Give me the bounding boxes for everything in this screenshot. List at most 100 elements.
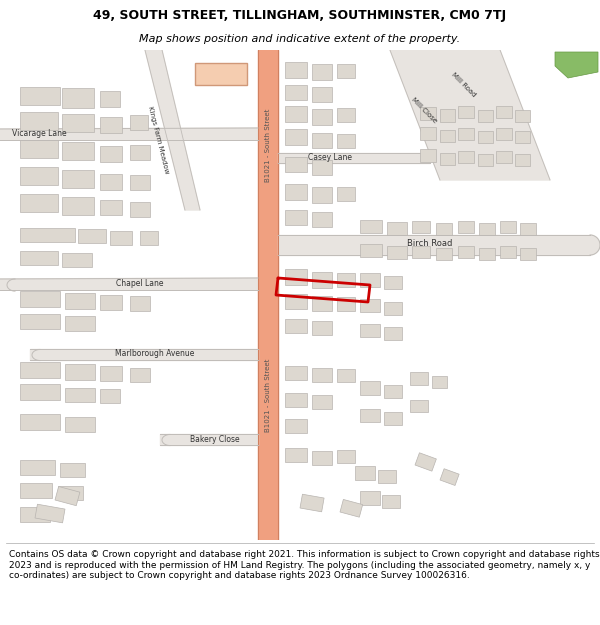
Bar [285, 106, 307, 122]
Text: Marlborough Avenue: Marlborough Avenue [115, 349, 194, 359]
Bar [285, 294, 307, 309]
Polygon shape [590, 235, 600, 255]
Bar [20, 483, 52, 498]
Bar [360, 491, 380, 505]
Bar [285, 85, 307, 100]
Bar [312, 296, 332, 311]
Bar [478, 154, 493, 166]
Bar [285, 62, 307, 78]
Bar [384, 302, 402, 315]
Bar [312, 160, 332, 175]
Bar [100, 174, 122, 190]
Bar [337, 273, 355, 287]
Bar [130, 115, 148, 130]
Bar [360, 273, 380, 287]
Bar [420, 127, 436, 140]
Text: Birch Road: Birch Road [407, 239, 452, 249]
Bar [337, 64, 355, 78]
Text: Map shows position and indicative extent of the property.: Map shows position and indicative extent… [139, 34, 461, 44]
Bar [312, 109, 332, 125]
Bar [62, 142, 94, 160]
Bar [285, 419, 307, 433]
Bar [360, 381, 380, 395]
Bar [479, 223, 495, 235]
Bar [458, 151, 474, 163]
Bar [20, 460, 55, 475]
Polygon shape [258, 50, 278, 540]
Bar [458, 106, 474, 118]
Bar [285, 129, 307, 145]
Bar [337, 297, 355, 311]
Bar [312, 64, 332, 80]
Text: B1021 - South Street: B1021 - South Street [265, 108, 271, 182]
Bar [312, 87, 332, 102]
Bar [500, 221, 516, 233]
Bar [337, 108, 355, 122]
Bar [337, 369, 355, 382]
Bar [20, 140, 58, 158]
Bar [100, 200, 122, 215]
Bar [312, 395, 332, 409]
Bar [55, 486, 80, 506]
Bar [285, 184, 307, 200]
Polygon shape [0, 278, 258, 290]
Text: Mill Road: Mill Road [450, 72, 476, 98]
Bar [415, 452, 436, 471]
Bar [285, 157, 307, 172]
Bar [65, 316, 95, 331]
Bar [520, 223, 536, 235]
Bar [62, 253, 92, 267]
Bar [496, 128, 512, 140]
Bar [285, 319, 307, 333]
Bar [360, 244, 382, 257]
Bar [78, 229, 106, 243]
Bar [20, 87, 60, 105]
Bar [20, 362, 60, 378]
Bar [500, 246, 516, 258]
Bar [100, 295, 122, 310]
Bar [360, 409, 380, 422]
Polygon shape [390, 50, 550, 180]
Bar [130, 368, 150, 382]
Bar [478, 131, 493, 143]
Bar [20, 194, 58, 212]
Bar [312, 187, 332, 203]
Bar [100, 389, 120, 403]
Bar [458, 221, 474, 233]
Bar [410, 372, 428, 385]
Bar [337, 134, 355, 148]
Bar [384, 412, 402, 425]
Bar [140, 231, 158, 245]
Bar [312, 133, 332, 148]
Bar [382, 495, 400, 508]
Bar [312, 212, 332, 227]
Bar [58, 486, 83, 500]
Bar [515, 110, 530, 122]
Polygon shape [32, 349, 40, 361]
Polygon shape [162, 434, 170, 446]
Polygon shape [278, 153, 430, 163]
Text: Contains OS data © Crown copyright and database right 2021. This information is : Contains OS data © Crown copyright and d… [9, 550, 599, 580]
Bar [478, 110, 493, 122]
Bar [440, 130, 455, 142]
Polygon shape [0, 128, 258, 140]
Bar [130, 202, 150, 217]
Bar [285, 269, 307, 285]
Bar [420, 149, 436, 162]
Bar [285, 366, 307, 380]
Bar [312, 272, 332, 288]
Bar [479, 248, 495, 260]
Text: 49, SOUTH STREET, TILLINGHAM, SOUTHMINSTER, CM0 7TJ: 49, SOUTH STREET, TILLINGHAM, SOUTHMINST… [94, 9, 506, 21]
Bar [440, 469, 459, 486]
Text: Mill Close: Mill Close [410, 96, 437, 124]
Bar [65, 364, 95, 380]
Text: Chapel Lane: Chapel Lane [116, 279, 164, 289]
Bar [496, 106, 512, 118]
Bar [436, 248, 452, 260]
Polygon shape [30, 349, 258, 360]
Bar [20, 112, 58, 130]
Bar [340, 499, 362, 517]
Bar [20, 384, 60, 400]
Bar [387, 222, 407, 235]
Bar [458, 246, 474, 258]
